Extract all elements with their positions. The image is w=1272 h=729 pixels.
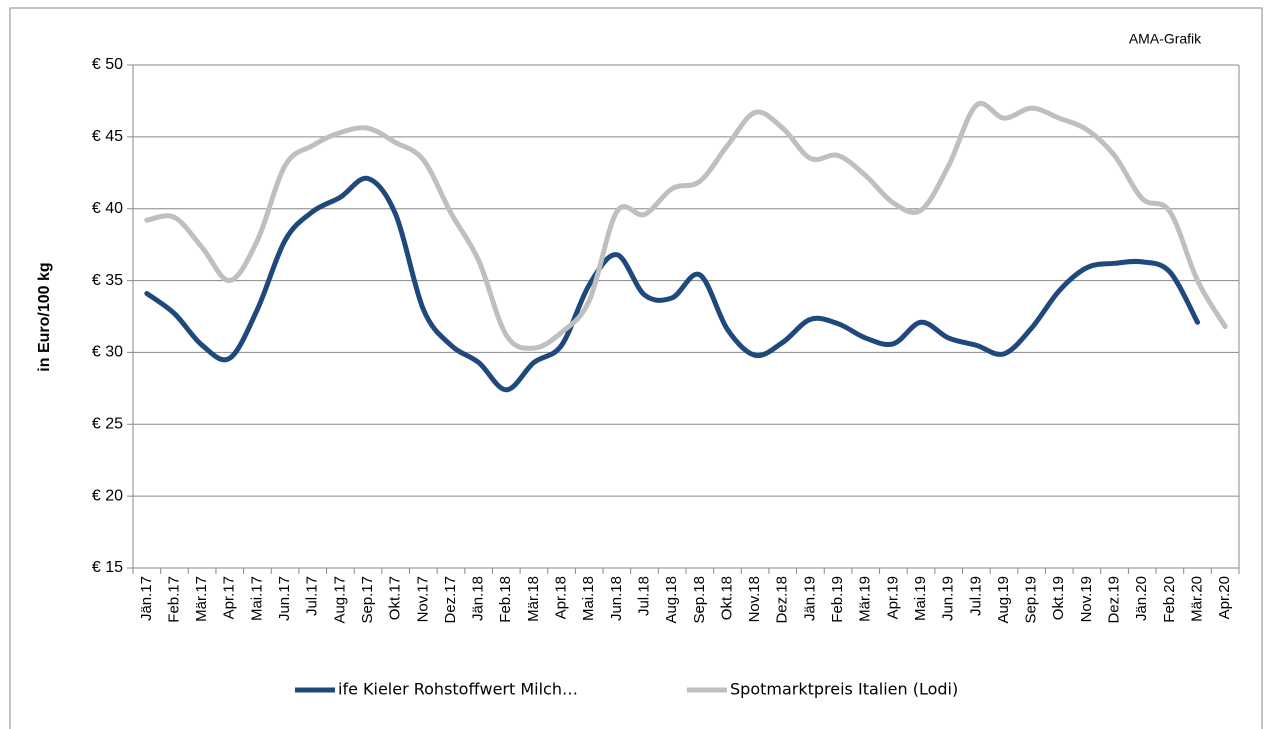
- legend-label: ife Kieler Rohstoffwert Milch…: [338, 680, 578, 699]
- legend-label: Spotmarktpreis Italien (Lodi): [730, 680, 958, 699]
- x-tick-label: Mai.17: [248, 576, 265, 621]
- x-tick-label: Jul.17: [304, 576, 321, 616]
- x-tick-label: Apr.19: [884, 576, 901, 619]
- x-tick-label: Aug.17: [331, 576, 348, 624]
- x-tick-label: Jän.19: [801, 576, 818, 621]
- y-tick-label: € 30: [92, 344, 123, 361]
- x-tick-label: Apr.17: [221, 576, 238, 619]
- x-tick-label: Aug.19: [995, 576, 1012, 624]
- x-tick-label: Jul.19: [967, 576, 984, 616]
- x-tick-label: Jun.19: [940, 576, 957, 621]
- x-tick-label: Feb.18: [497, 576, 514, 623]
- x-tick-label: Jän.17: [138, 576, 155, 621]
- x-tick-label: Dez.19: [1106, 576, 1123, 624]
- x-tick-label: Mär.20: [1188, 576, 1205, 622]
- series-line: [144, 175, 1201, 393]
- y-tick-label: € 40: [92, 200, 123, 217]
- x-tick-label: Sep.18: [691, 576, 708, 624]
- y-tick-label: € 20: [92, 487, 123, 504]
- x-tick-label: Feb.17: [165, 576, 182, 623]
- chart-frame: [9, 7, 1263, 729]
- x-tick-label: Okt.17: [387, 576, 404, 620]
- x-tick-label: Okt.18: [718, 576, 735, 620]
- x-tick-label: Okt.19: [1050, 576, 1067, 620]
- x-tick-label: Mai.18: [580, 576, 597, 621]
- x-tick-label: Aug.18: [663, 576, 680, 624]
- x-tick-label: Nov.17: [414, 576, 431, 622]
- y-tick-label: € 25: [92, 416, 123, 433]
- x-tick-label: Mär.18: [525, 576, 542, 622]
- x-tick-label: Sep.17: [359, 576, 376, 624]
- y-tick-label: € 50: [92, 56, 123, 73]
- x-tick-label: Feb.19: [829, 576, 846, 623]
- x-tick-label: Jul.18: [635, 576, 652, 616]
- x-tick-label: Apr.18: [553, 576, 570, 619]
- x-tick-label: Jun.17: [276, 576, 293, 621]
- y-tick-label: € 35: [92, 272, 123, 289]
- series-line: [144, 101, 1228, 351]
- x-tick-label: Nov.19: [1078, 576, 1095, 622]
- x-tick-label: Sep.19: [1023, 576, 1040, 624]
- x-tick-label: Mai.19: [912, 576, 929, 621]
- x-tick-label: Mär.17: [193, 576, 210, 622]
- y-tick-label: € 45: [92, 128, 123, 145]
- x-tick-label: Mär.19: [857, 576, 874, 622]
- x-tick-label: Jun.18: [608, 576, 625, 621]
- x-tick-label: Jän.20: [1133, 576, 1150, 621]
- x-tick-label: Jän.18: [470, 576, 487, 621]
- y-tick-label: € 15: [92, 559, 123, 576]
- x-tick-label: Dez.17: [442, 576, 459, 624]
- x-tick-label: Dez.18: [774, 576, 791, 624]
- annotation: AMA-Grafik: [1129, 31, 1202, 47]
- x-tick-label: Apr.20: [1216, 576, 1233, 619]
- x-tick-label: Nov.18: [746, 576, 763, 622]
- y-axis-label: in Euro/100 kg: [36, 262, 53, 371]
- x-tick-label: Feb.20: [1161, 576, 1178, 623]
